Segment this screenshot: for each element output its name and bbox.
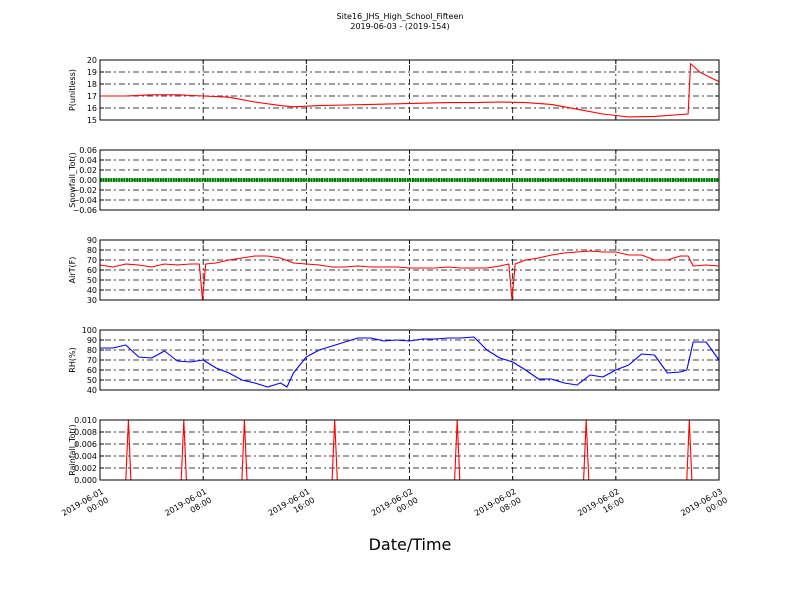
y-tick-label: 80 <box>87 346 97 355</box>
y-tick-label: 40 <box>87 386 97 395</box>
y-tick-label: 17 <box>87 92 97 101</box>
y-tick-label: 80 <box>87 246 97 255</box>
y-tick-label: −0.02 <box>72 186 97 195</box>
x-tick-labels: 2019-06-0100:00 2019-06-0108:00 2019-06-01… <box>60 487 729 527</box>
y-tick-label: 70 <box>87 356 97 365</box>
series-line-3 <box>100 336 720 388</box>
y-axis-label: RH(%) <box>68 347 77 372</box>
y-tick-label: 0.04 <box>79 156 97 165</box>
y-tick-label: 100 <box>82 326 97 335</box>
y-tick-label: 90 <box>87 336 97 345</box>
y-axis-label: AirT(F) <box>68 257 77 284</box>
axes-frame <box>99 329 720 391</box>
y-tick-label: 18 <box>87 80 97 89</box>
y-tick-label: 30 <box>87 296 97 305</box>
x-tick-label: 2019-06-0300:00 <box>679 487 729 527</box>
panel-1: −0.06−0.04−0.020.000.020.040.06Snowfall_… <box>68 146 720 215</box>
y-tick-label: 60 <box>87 366 97 375</box>
y-tick-label: 20 <box>87 56 97 65</box>
chart-subtitle: 2019-06-03 - (2019-154) <box>350 22 449 31</box>
y-tick-label: 0.002 <box>74 464 97 473</box>
y-tick-label: 60 <box>87 266 97 275</box>
y-axis-label: P(unitless) <box>68 69 77 111</box>
y-axis-label: Rainfall_Tot() <box>68 424 77 476</box>
axes-frame <box>99 419 720 481</box>
y-tick-label: 19 <box>87 68 97 77</box>
panels-group: 151617181920P(unitless)−0.06−0.04−0.020.… <box>68 56 720 485</box>
y-tick-label: 0.008 <box>74 428 97 437</box>
y-axis-label: Snowfall_Tot() <box>68 152 77 208</box>
axes-frame <box>99 59 720 121</box>
y-tick-label: −0.06 <box>72 206 97 215</box>
y-tick-label: 0.006 <box>74 440 97 449</box>
axes-frame <box>99 149 720 211</box>
y-tick-label: 70 <box>87 256 97 265</box>
y-tick-label: 50 <box>87 376 97 385</box>
y-tick-label: 90 <box>87 236 97 245</box>
panel-0: 15 16 17 18 19 20 P(unitless) <box>68 56 720 125</box>
y-tick-label: 0.010 <box>74 416 97 425</box>
y-tick-label: 0.06 <box>79 146 97 155</box>
y-tick-label: −0.04 <box>72 196 97 205</box>
x-tick-label: 2019-06-0100:00 <box>60 487 110 527</box>
x-tick-label: 2019-06-0208:00 <box>473 487 523 527</box>
chart-title: Site16_JHS_High_School_Fifteen <box>337 12 464 21</box>
y-tick-label: 0.004 <box>74 452 97 461</box>
y-tick-label: 16 <box>87 104 97 113</box>
x-tick-label: 2019-06-0200:00 <box>370 487 420 527</box>
panel-4: 0.000 0.002 0.004 0.006 0.008 0.010Rainfall_T… <box>68 416 720 485</box>
x-tick-label: 2019-06-0216:00 <box>576 487 626 527</box>
series-line-0 <box>100 63 720 118</box>
x-tick-label: 2019-06-0116:00 <box>267 487 317 527</box>
axes-frame <box>99 239 720 301</box>
y-tick-label: 50 <box>87 276 97 285</box>
series-line-2 <box>99 250 720 301</box>
y-tick-label: 15 <box>87 116 97 125</box>
x-tick-label: 2019-06-0108:00 <box>163 487 213 527</box>
y-tick-label: 0.000 <box>74 476 97 485</box>
y-tick-label: 0.02 <box>79 166 97 175</box>
x-axis-label: Date/Time <box>369 535 452 554</box>
y-tick-label: 0.00 <box>79 176 97 185</box>
y-tick-label: 40 <box>87 286 97 295</box>
